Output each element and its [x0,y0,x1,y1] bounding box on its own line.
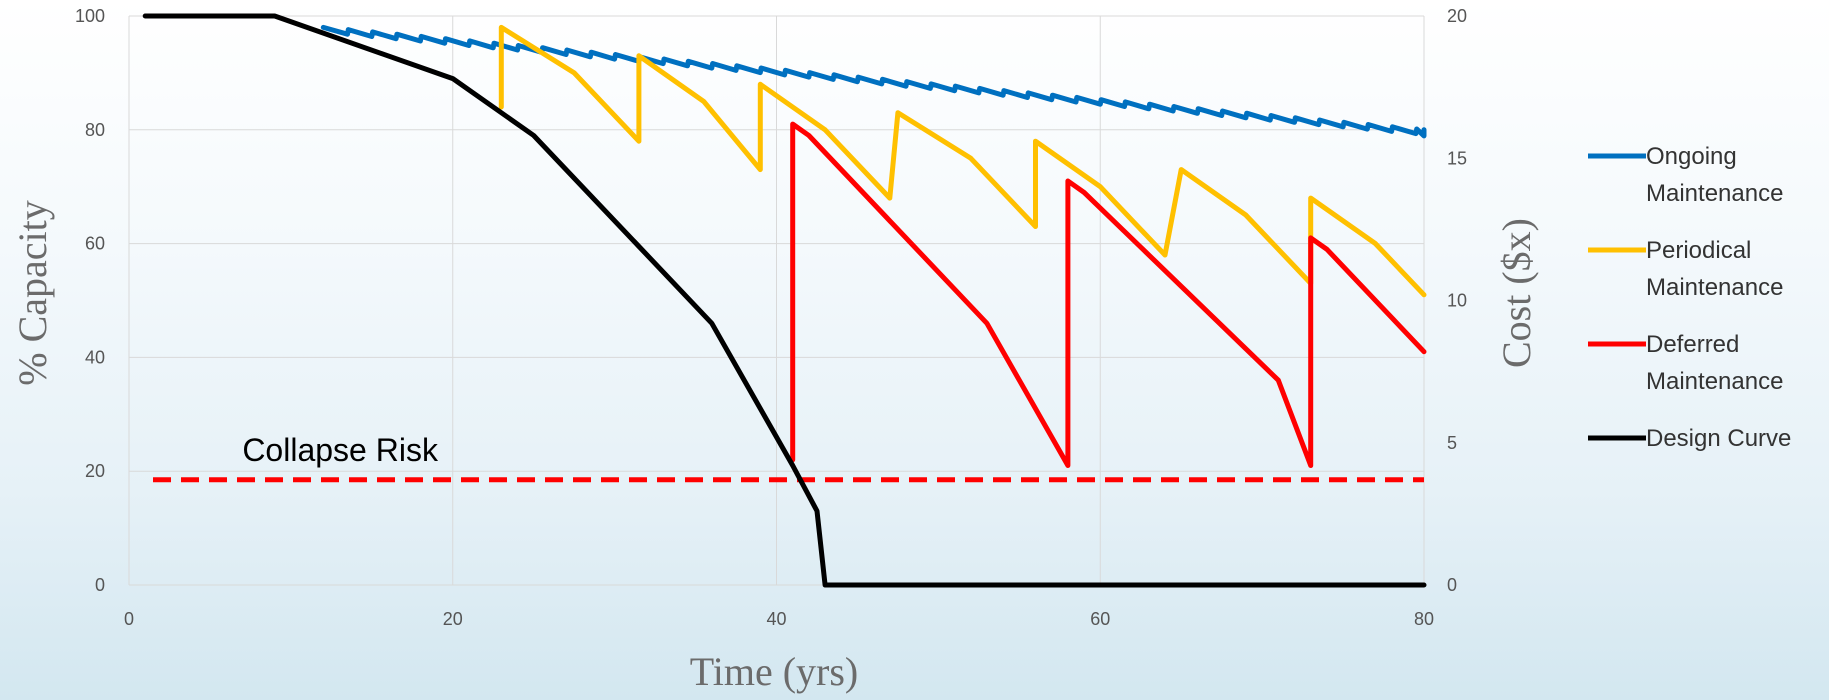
legend-entry-label: Deferred Maintenance [1646,331,1783,395]
y2-tick-label: 0 [1447,575,1457,595]
y-tick-label: 40 [85,347,105,367]
series-line-deferred-maintenance [790,121,1427,468]
series-line-periodical-maintenance [498,24,1427,298]
x-tick-label: 60 [1090,609,1110,629]
x-tick-label: 40 [766,609,786,629]
legend-entry-label: Periodical Maintenance [1646,237,1783,301]
y2-tick-label: 10 [1447,291,1467,311]
y-tick-label: 60 [85,234,105,254]
y2-tick-label: 15 [1447,148,1467,168]
x-axis-title: Time (yrs) [690,649,859,694]
y2-axis-title: Cost ($x) [1494,218,1539,368]
y-axis-title: % Capacity [10,200,55,386]
series-line-design-curve [142,13,1427,588]
x-tick-label: 80 [1414,609,1434,629]
legend: Ongoing Maintenance Periodical Maintenance D… [1588,143,1791,452]
grid-layer [128,15,1425,586]
y2-tick-label: 20 [1447,6,1467,26]
legend-entry-label: Design Curve [1646,425,1791,452]
y-tick-label: 80 [85,120,105,140]
y-tick-label: 100 [75,6,105,26]
series-layer [142,13,1427,588]
x-tick-label: 20 [443,609,463,629]
annotation-collapse-risk: Collapse Risk [242,432,439,468]
tick-labels-layer: 0 20 40 60 80 100 0 20 40 60 80 0 5 10 15 20 [75,6,1467,629]
y-tick-label: 20 [85,461,105,481]
y2-tick-label: 5 [1447,433,1457,453]
legend-entry-label: Ongoing Maintenance [1646,143,1783,207]
x-tick-label: 0 [124,609,134,629]
y-tick-label: 0 [95,575,105,595]
series-line-ongoing-maintenance [320,24,1427,139]
